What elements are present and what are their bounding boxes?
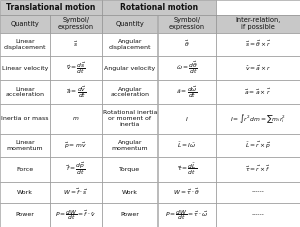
Bar [0,80,50,104]
Bar [0,134,50,157]
Bar [158,104,216,134]
Bar [216,80,300,104]
Text: Angular
momentum: Angular momentum [111,140,148,151]
Text: $W = \vec{f} \cdot \vec{s}$: $W = \vec{f} \cdot \vec{s}$ [63,187,88,197]
Text: Linear velocity: Linear velocity [2,66,48,71]
Bar [102,33,158,56]
Text: $P = \dfrac{dW}{dt} = \vec{f} \cdot \hat{v}$: $P = \dfrac{dW}{dt} = \vec{f} \cdot \hat… [55,208,96,222]
Text: Translational motion: Translational motion [6,3,96,12]
Bar [216,15,300,33]
Text: $P = \dfrac{dW}{dt} = \vec{\tau} \cdot \vec{\omega}$: $P = \dfrac{dW}{dt} = \vec{\tau} \cdot \… [165,208,208,222]
Text: $\bar{a} = \dfrac{d\vec{\omega}}{dt}$: $\bar{a} = \dfrac{d\vec{\omega}}{dt}$ [176,84,198,99]
Text: Power: Power [120,212,139,217]
Bar [102,134,158,157]
Bar [50,104,102,134]
Bar [102,202,158,227]
Bar [216,157,300,182]
Text: Rotational inertia
or moment of
inertia: Rotational inertia or moment of inertia [103,111,157,127]
Bar [216,33,300,56]
Bar [158,202,216,227]
Text: $\hat{v} = \vec{a} \times r$: $\hat{v} = \vec{a} \times r$ [244,64,272,73]
Text: Symbol/
expression: Symbol/ expression [58,17,94,30]
Bar [50,134,102,157]
Text: Symbol/
expression: Symbol/ expression [169,17,205,30]
Text: Linear
displacement: Linear displacement [4,39,46,50]
Bar [158,182,216,202]
Bar [50,157,102,182]
Text: Angular velocity: Angular velocity [104,66,155,71]
Bar [0,182,50,202]
Bar [102,0,216,15]
Text: Quantity: Quantity [11,21,39,27]
Bar [158,15,216,33]
Bar [158,80,216,104]
Bar [102,80,158,104]
Bar [50,15,102,33]
Text: $\vec{p} = m\vec{v}$: $\vec{p} = m\vec{v}$ [64,141,87,151]
Text: Angular
acceleration: Angular acceleration [110,86,149,97]
Bar [50,182,102,202]
Text: Inertia or mass: Inertia or mass [1,116,49,121]
Text: $\vec{f} = \dfrac{d\vec{p}}{dt}$: $\vec{f} = \dfrac{d\vec{p}}{dt}$ [66,161,86,178]
Bar [50,80,102,104]
Bar [216,104,300,134]
Text: Work: Work [122,190,138,195]
Text: Force: Force [16,167,33,172]
Bar [102,182,158,202]
Text: $\vec{s} = \vec{\theta} \times \vec{r}$: $\vec{s} = \vec{\theta} \times \vec{r}$ [244,39,272,49]
Text: $\bar{\omega} = \dfrac{d\vec{\theta}}{dt}$: $\bar{\omega} = \dfrac{d\vec{\theta}}{dt… [176,60,198,76]
Text: Angular
displacement: Angular displacement [109,39,151,50]
Bar [158,157,216,182]
Bar [0,56,50,80]
Text: Linear
momentum: Linear momentum [6,140,43,151]
Bar [102,104,158,134]
Bar [0,33,50,56]
Bar [158,33,216,56]
Bar [216,0,300,15]
Text: $\bar{L} = \vec{r} \times \vec{p}$: $\bar{L} = \vec{r} \times \vec{p}$ [245,140,271,151]
Bar [50,56,102,80]
Text: $I$: $I$ [185,115,189,123]
Text: $\vec{s}$: $\vec{s}$ [73,40,79,49]
Text: Quantity: Quantity [116,21,144,27]
Bar [50,202,102,227]
Bar [102,56,158,80]
Text: $\vec{\theta}$: $\vec{\theta}$ [184,39,190,49]
Bar [216,56,300,80]
Text: Power: Power [15,212,34,217]
Text: $\vec{a} = \dfrac{d\vec{v}}{dt}$: $\vec{a} = \dfrac{d\vec{v}}{dt}$ [65,84,86,99]
Bar [0,15,50,33]
Bar [0,0,102,15]
Text: Rotational motion: Rotational motion [120,3,198,12]
Text: $m$: $m$ [72,115,80,122]
Bar [102,157,158,182]
Text: $\vec{\tau} = \vec{r} \times \vec{f}$: $\vec{\tau} = \vec{r} \times \vec{f}$ [245,164,271,175]
Text: Work: Work [17,190,33,195]
Bar [216,182,300,202]
Text: ------: ------ [252,190,264,195]
Bar [50,33,102,56]
Text: $W = \vec{\tau} \cdot \vec{\theta}$: $W = \vec{\tau} \cdot \vec{\theta}$ [173,187,200,197]
Text: Inter-relation,
if possible: Inter-relation, if possible [236,17,280,30]
Text: $I=\int r^2 dm=\sum m_i r_i^2$: $I=\int r^2 dm=\sum m_i r_i^2$ [230,112,286,125]
Text: $\vec{a} = \vec{a} \times \vec{r}$: $\vec{a} = \vec{a} \times \vec{r}$ [244,87,272,97]
Bar [158,134,216,157]
Bar [158,56,216,80]
Text: Torque: Torque [119,167,140,172]
Bar [216,134,300,157]
Bar [102,15,158,33]
Bar [0,104,50,134]
Text: Linear
acceleration: Linear acceleration [5,86,44,97]
Text: $\vec{\tau} = \dfrac{d\bar{L}}{dt}$: $\vec{\tau} = \dfrac{d\bar{L}}{dt}$ [177,162,197,177]
Text: $\vec{v} = \dfrac{d\vec{s}}{dt}$: $\vec{v} = \dfrac{d\vec{s}}{dt}$ [66,61,86,76]
Text: $\bar{L} = I\bar{\omega}$: $\bar{L} = I\bar{\omega}$ [177,141,197,150]
Text: ------: ------ [252,212,264,217]
Bar [216,202,300,227]
Bar [0,202,50,227]
Bar [0,157,50,182]
